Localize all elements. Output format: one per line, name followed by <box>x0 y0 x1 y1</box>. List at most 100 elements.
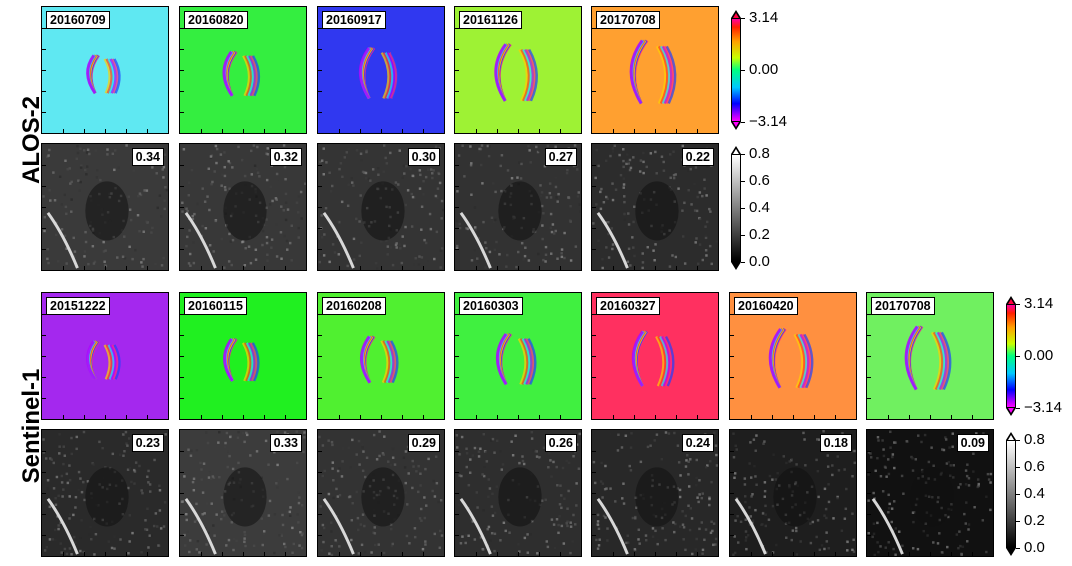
axis-tick <box>285 415 286 419</box>
coherence-value-label: 0.34 <box>131 148 164 166</box>
colorbar-tick <box>1016 304 1020 305</box>
colorbar-tick <box>1016 467 1020 468</box>
axis-tick <box>909 552 910 556</box>
axis-tick <box>751 552 752 556</box>
coherence-value-label: 0.32 <box>269 148 302 166</box>
axis-tick <box>180 535 184 536</box>
axis-tick <box>592 49 596 50</box>
axis-tick <box>318 356 322 357</box>
colorbar-min-arrow <box>731 262 741 270</box>
axis-tick <box>697 415 698 419</box>
axis-tick <box>381 266 382 270</box>
colorbar-min-arrow-fill <box>733 122 739 127</box>
colorbar-tick <box>1016 408 1020 409</box>
axis-tick <box>455 335 459 336</box>
axis-tick <box>42 207 46 208</box>
axis-tick <box>972 415 973 419</box>
axis-tick <box>63 266 64 270</box>
colorbar-tick <box>741 235 745 236</box>
axis-tick <box>793 552 794 556</box>
axis-tick <box>697 552 698 556</box>
axis-tick <box>222 266 223 270</box>
coherence-value-label: 0.18 <box>819 434 852 452</box>
axis-tick <box>147 129 148 133</box>
axis-tick <box>560 415 561 419</box>
colorbar-label: 0.00 <box>1024 347 1054 364</box>
axis-tick <box>592 165 596 166</box>
acquisition-date-label: 20160327 <box>596 297 660 315</box>
alos-phase-panel: 20160820 <box>179 6 307 134</box>
axis-tick <box>318 28 322 29</box>
axis-tick <box>455 356 459 357</box>
axis-tick <box>180 91 184 92</box>
axis-tick <box>730 377 734 378</box>
acquisition-date-label: 20160115 <box>184 297 247 315</box>
acquisition-date-label: 20160709 <box>46 11 110 29</box>
axis-tick <box>180 186 184 187</box>
alos-coherence-panel: 0.27 <box>454 143 582 271</box>
axis-tick <box>592 377 596 378</box>
colorbar-tick <box>1016 494 1020 495</box>
sentinel-phase-panel: 20160303 <box>454 292 582 420</box>
axis-tick <box>455 28 459 29</box>
axis-tick <box>339 415 340 419</box>
acquisition-date-label: 20151222 <box>46 297 110 315</box>
colorbar-max-arrow-fill <box>1008 299 1014 304</box>
axis-tick <box>339 552 340 556</box>
axis-tick <box>476 266 477 270</box>
axis-tick <box>42 28 46 29</box>
axis-tick <box>318 49 322 50</box>
axis-tick <box>909 415 910 419</box>
axis-tick <box>180 70 184 71</box>
axis-tick <box>201 415 202 419</box>
axis-tick <box>613 552 614 556</box>
axis-tick <box>867 377 871 378</box>
axis-tick <box>201 129 202 133</box>
axis-tick <box>381 415 382 419</box>
axis-tick <box>730 398 734 399</box>
axis-tick <box>318 186 322 187</box>
axis-tick <box>180 49 184 50</box>
axis-tick <box>455 314 459 315</box>
colorbar-label: −3.14 <box>749 113 787 130</box>
axis-tick <box>42 314 46 315</box>
axis-tick <box>243 266 244 270</box>
axis-tick <box>730 535 734 536</box>
axis-tick <box>180 398 184 399</box>
axis-tick <box>84 266 85 270</box>
acquisition-date-label: 20160820 <box>184 11 248 29</box>
axis-tick <box>592 228 596 229</box>
axis-tick <box>751 415 752 419</box>
colorbar-max-arrow-fill <box>733 149 739 154</box>
axis-tick <box>318 314 322 315</box>
axis-tick <box>42 493 46 494</box>
axis-tick <box>455 249 459 250</box>
axis-tick <box>455 535 459 536</box>
axis-tick <box>634 266 635 270</box>
sentinel-phase-panel: 20160327 <box>591 292 719 420</box>
axis-tick <box>243 415 244 419</box>
coherence-value-label: 0.33 <box>269 434 302 452</box>
axis-tick <box>655 129 656 133</box>
axis-tick <box>243 552 244 556</box>
axis-tick <box>264 552 265 556</box>
axis-tick <box>613 129 614 133</box>
coherence-value-label: 0.22 <box>681 148 714 166</box>
axis-tick <box>42 112 46 113</box>
axis-tick <box>63 129 64 133</box>
colorbar-tick <box>741 154 745 155</box>
axis-tick <box>180 314 184 315</box>
axis-tick <box>381 552 382 556</box>
axis-tick <box>381 129 382 133</box>
axis-tick <box>84 552 85 556</box>
colorbar-max-arrow-fill <box>733 13 739 18</box>
coherence-image <box>42 430 168 556</box>
axis-tick <box>476 552 477 556</box>
colorbar-tick <box>1016 356 1020 357</box>
axis-tick <box>318 207 322 208</box>
axis-tick <box>180 207 184 208</box>
axis-tick <box>285 266 286 270</box>
axis-tick <box>772 415 773 419</box>
sentinel-coherence-panel: 0.24 <box>591 429 719 557</box>
axis-tick <box>455 49 459 50</box>
